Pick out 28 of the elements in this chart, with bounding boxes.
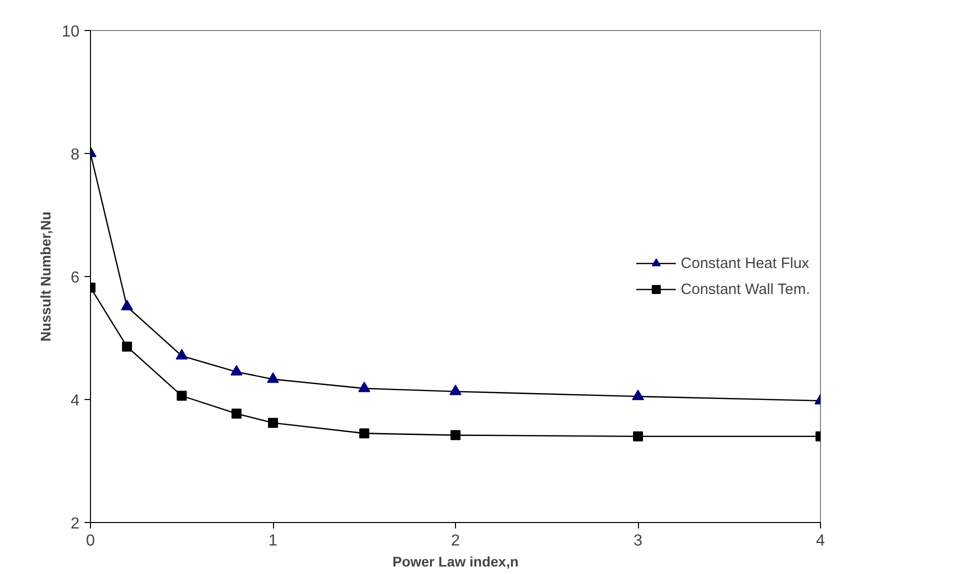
point (450, 430, 460, 440)
point (230, 364, 242, 376)
legend-label: Constant Heat Flux (680, 254, 810, 272)
x-tick-label: 2 (451, 532, 460, 550)
y-tick-label: 2 (70, 516, 80, 532)
y-tick-label: 8 (70, 146, 80, 164)
x-tick-label: 3 (634, 532, 643, 550)
point (450, 384, 462, 396)
point (232, 408, 242, 419)
point (122, 342, 132, 352)
y-tick-label: 4 (70, 392, 80, 410)
point (176, 348, 188, 360)
x-tick-label: 0 (86, 532, 96, 550)
x-tick-label: 1 (268, 532, 278, 550)
point (121, 300, 133, 310)
point (633, 431, 643, 442)
y-axis-title: Nussult Number,Nu (38, 212, 54, 342)
legend-label: Constant Wall Tem. (680, 280, 810, 298)
point (358, 382, 370, 392)
point (268, 418, 278, 428)
point (632, 390, 644, 400)
point (176, 390, 187, 401)
y-tick-label: 10 (62, 24, 80, 40)
y-tick-label: 6 (70, 270, 80, 286)
point (359, 428, 370, 438)
x-axis-title: Power Law index,n (392, 554, 519, 570)
point (267, 372, 279, 383)
x-tick-label: 4 (816, 532, 826, 550)
